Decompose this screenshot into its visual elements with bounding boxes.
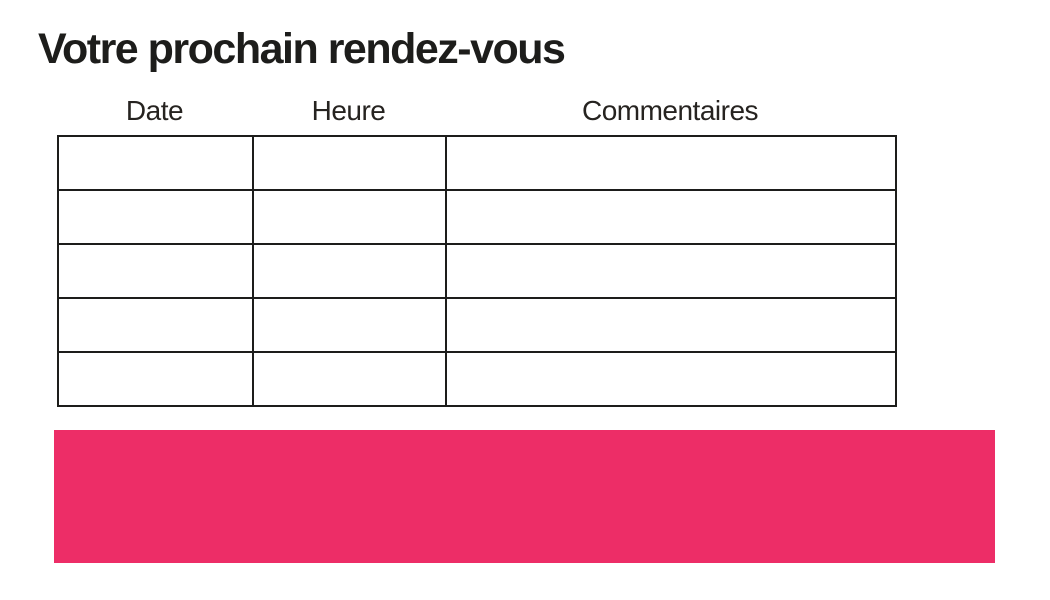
table-cell	[445, 297, 897, 353]
table-cell	[252, 243, 447, 299]
table-cell	[57, 243, 254, 299]
table-cell	[252, 351, 447, 407]
footer-band	[54, 430, 995, 563]
appointment-table	[57, 135, 897, 407]
table-cell	[252, 189, 447, 245]
table-cell	[57, 135, 254, 191]
table-cell	[445, 243, 897, 299]
table-row	[57, 243, 897, 299]
appointment-table-body	[57, 135, 897, 407]
column-header-heure: Heure	[311, 95, 386, 127]
table-cell	[445, 189, 897, 245]
table-row	[57, 297, 897, 353]
table-cell	[252, 297, 447, 353]
table-cell	[252, 135, 447, 191]
table-cell	[57, 351, 254, 407]
table-cell	[57, 189, 254, 245]
table-row	[57, 189, 897, 245]
page-title: Votre prochain rendez-vous	[38, 25, 566, 73]
table-row	[57, 351, 897, 407]
table-header-row: Date Heure Commentaires	[57, 93, 895, 127]
table-cell	[445, 135, 897, 191]
column-header-commentaires: Commentaires	[581, 95, 759, 127]
table-cell	[445, 351, 897, 407]
table-cell	[57, 297, 254, 353]
table-row	[57, 135, 897, 191]
column-header-date: Date	[125, 95, 184, 127]
